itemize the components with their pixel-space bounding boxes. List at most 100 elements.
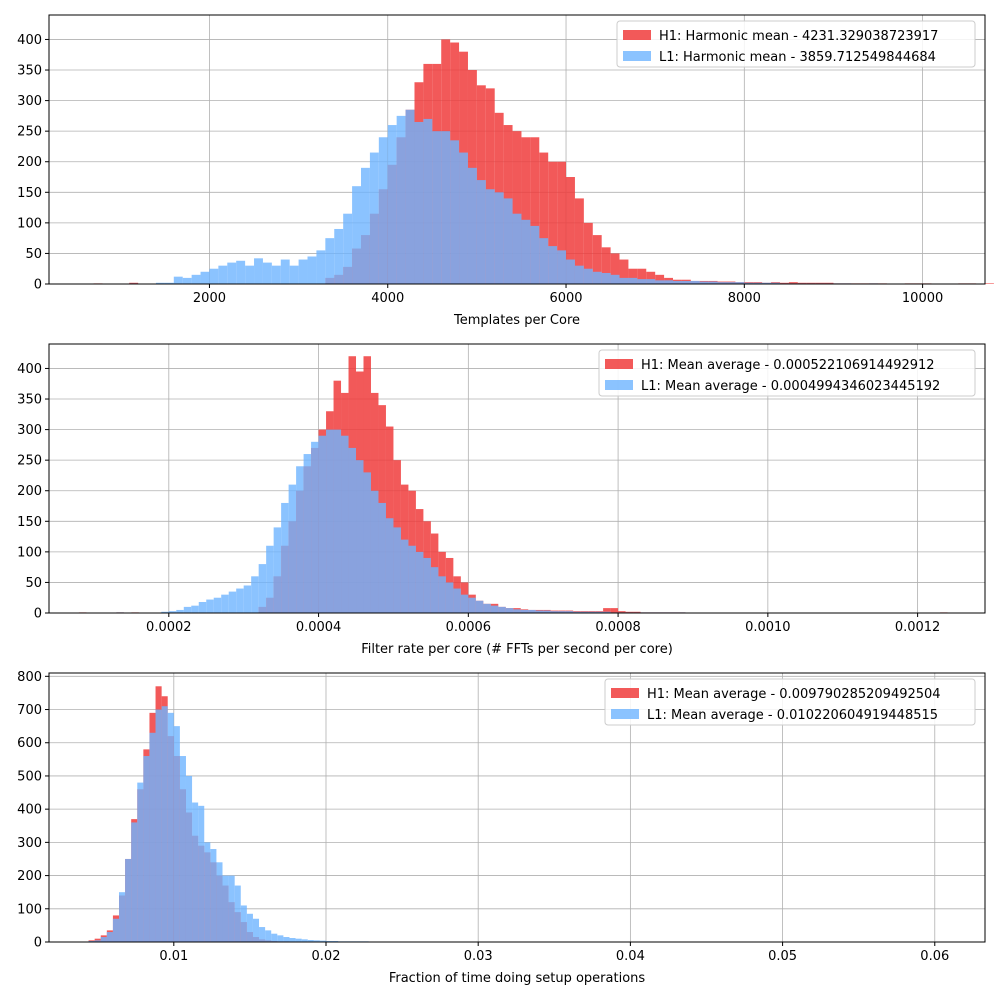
legend-swatch bbox=[605, 359, 633, 369]
histogram-bar bbox=[298, 259, 308, 284]
histogram-bar bbox=[378, 137, 388, 284]
histogram-bar bbox=[325, 238, 335, 284]
chart-panel-1: 2000 4000 6000 8000 10000 0 50 100 150 200 250 300 3… bbox=[17, 14, 994, 328]
histogram-bar bbox=[289, 265, 299, 284]
histogram-bar bbox=[191, 605, 199, 613]
histogram-bar bbox=[414, 121, 424, 284]
histogram-bar bbox=[168, 611, 177, 613]
legend-box bbox=[604, 678, 976, 726]
y-tick-label: 0 bbox=[34, 278, 42, 293]
histogram-bar bbox=[131, 822, 138, 942]
histogram-bar bbox=[681, 280, 691, 284]
histogram-bar bbox=[258, 564, 267, 613]
histogram-bar bbox=[521, 219, 531, 284]
x-axis-label: Fraction of time doing setup operations bbox=[389, 971, 646, 986]
histogram-bar bbox=[610, 274, 620, 284]
y-tick-label: 350 bbox=[17, 64, 42, 79]
histogram-bar bbox=[213, 597, 222, 613]
y-tick-label: 0 bbox=[34, 607, 42, 622]
plot-frame bbox=[48, 672, 986, 943]
y-tick-label: 250 bbox=[17, 454, 42, 469]
histogram-bar bbox=[528, 609, 536, 613]
x-tick-label: 0.0012 bbox=[895, 620, 941, 635]
histogram-bar bbox=[483, 603, 491, 613]
histogram-bar bbox=[610, 253, 620, 284]
histogram-bar bbox=[378, 502, 386, 613]
histogram-bar bbox=[301, 939, 308, 942]
histogram-bar bbox=[164, 282, 174, 284]
legend-swatch bbox=[611, 709, 639, 719]
histogram-bar bbox=[343, 213, 353, 284]
histogram-bar bbox=[209, 268, 219, 284]
y-tick-label: 150 bbox=[17, 515, 42, 530]
histogram-bar bbox=[216, 862, 223, 942]
histogram-bar bbox=[204, 842, 211, 942]
histogram-bar bbox=[646, 279, 656, 284]
histogram-bar bbox=[119, 892, 126, 942]
histogram-bar bbox=[176, 609, 184, 613]
histogram-bar bbox=[311, 441, 319, 613]
histogram-bar bbox=[539, 238, 549, 284]
histogram-bar bbox=[307, 940, 314, 942]
histogram-bar bbox=[289, 938, 296, 942]
histogram-bar bbox=[520, 609, 529, 613]
histogram-bar bbox=[218, 265, 228, 284]
histogram-bar bbox=[363, 472, 371, 613]
histogram-bar bbox=[252, 918, 260, 942]
histogram-bar bbox=[393, 527, 401, 613]
histogram-bar bbox=[453, 588, 461, 613]
histogram-bar bbox=[143, 756, 150, 942]
x-tick-label: 0.01 bbox=[159, 949, 188, 964]
histogram-bar bbox=[271, 265, 281, 284]
histogram-bar bbox=[573, 611, 581, 613]
y-tick-label: 400 bbox=[17, 362, 42, 377]
legend-swatch bbox=[611, 688, 639, 698]
histogram-bar bbox=[245, 265, 255, 284]
histogram-bar bbox=[512, 131, 522, 284]
y-tick-label: 600 bbox=[17, 736, 42, 751]
histogram-bar bbox=[423, 557, 431, 613]
y-tick-label: 50 bbox=[25, 576, 42, 591]
histogram-bar bbox=[512, 213, 522, 284]
histogram-bar bbox=[985, 283, 994, 284]
x-tick-label: 6000 bbox=[549, 291, 582, 306]
histogram-bar bbox=[566, 177, 575, 284]
histogram-bar bbox=[450, 140, 460, 284]
y-tick-label: 100 bbox=[17, 216, 42, 231]
histogram-bar bbox=[277, 935, 284, 942]
y-tick-label: 500 bbox=[17, 769, 42, 784]
y-tick-label: 800 bbox=[17, 670, 42, 685]
histogram-bar bbox=[161, 706, 168, 942]
histogram-bar bbox=[655, 280, 665, 284]
histogram-bar bbox=[396, 115, 406, 284]
histogram-bar bbox=[221, 594, 229, 613]
legend: H1: Harmonic mean - 4231.329038723917 L1:… bbox=[616, 20, 976, 68]
histogram-bar bbox=[182, 277, 192, 284]
histogram-bar bbox=[319, 940, 326, 942]
histogram-bar bbox=[566, 259, 575, 284]
histogram-bar bbox=[405, 109, 415, 285]
x-tick-label: 10000 bbox=[902, 291, 943, 306]
histogram-bar bbox=[262, 262, 272, 284]
plot-frame bbox=[48, 343, 986, 614]
histogram-bar bbox=[475, 600, 484, 613]
histogram-bar bbox=[588, 611, 596, 613]
chart-panel-3: 0.01 0.02 0.03 0.04 0.05 0.06 0 100 200 300 400 500… bbox=[17, 670, 986, 986]
histogram-bar bbox=[185, 775, 193, 942]
histogram-bar bbox=[460, 594, 469, 613]
histogram-bar bbox=[601, 247, 611, 284]
legend-entry-label: L1: Harmonic mean - 3859.712549844684 bbox=[659, 50, 936, 65]
histogram-bar bbox=[179, 756, 186, 942]
x-tick-label: 0.0004 bbox=[296, 620, 342, 635]
histogram-bar bbox=[438, 576, 446, 613]
histogram-bar bbox=[236, 588, 244, 613]
histogram-bar bbox=[637, 279, 647, 284]
histogram-bar bbox=[296, 466, 304, 613]
histogram-bar bbox=[548, 246, 558, 284]
legend: H1: Mean average - 0.009790285209492504 L… bbox=[604, 678, 976, 726]
histogram-bar bbox=[155, 709, 162, 942]
histogram-bar bbox=[356, 460, 364, 613]
histogram-bar bbox=[592, 235, 602, 284]
histogram-bar bbox=[708, 281, 718, 284]
histogram-bar bbox=[583, 268, 593, 284]
